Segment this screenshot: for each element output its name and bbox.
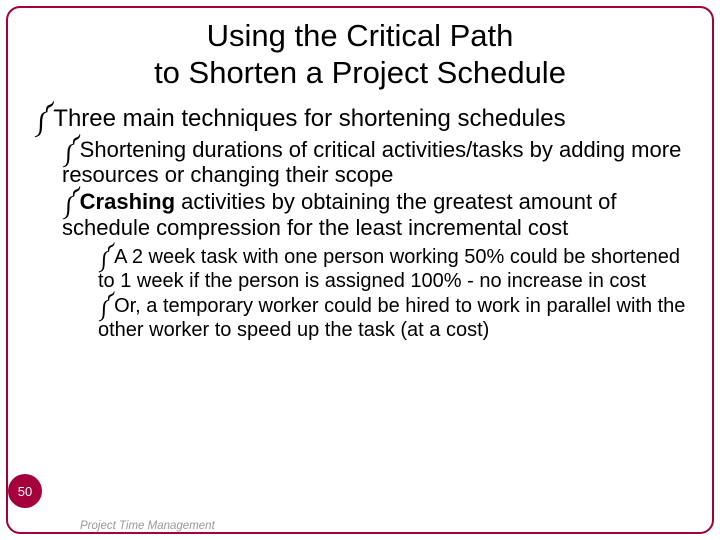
lvl2-1-rest: Shortening durations of critical activit… <box>62 137 681 187</box>
lvl3-2-text: Or, a temporary worker could be hired to… <box>98 295 685 341</box>
bullet-icon: ༼ <box>62 189 80 214</box>
bullet-lvl3-2: ༼Or, a temporary worker could be hired t… <box>98 295 686 342</box>
lvl2-2-bold: Crashing <box>80 189 175 214</box>
slide-title: Using the Critical Path to Shorten a Pro… <box>34 18 686 91</box>
bullet-lvl1: ༼Three main techniques for shortening sc… <box>34 105 686 133</box>
title-line1: Using the Critical Path <box>207 18 514 53</box>
slide-frame: Using the Critical Path to Shorten a Pro… <box>6 6 714 534</box>
bullet-lvl2-1: ༼Shortening durations of critical activi… <box>34 137 686 188</box>
page-number-badge: 50 <box>8 474 42 508</box>
bullet-icon: ༼ <box>62 137 80 162</box>
title-line2: to Shorten a Project Schedule <box>154 55 566 90</box>
bullet-lvl2-2: ༼Crashing activities by obtaining the gr… <box>34 189 686 240</box>
bullet-lvl3-1: ༼A 2 week task with one person working 5… <box>98 246 686 293</box>
slide: Using the Critical Path to Shorten a Pro… <box>0 0 720 540</box>
lvl3-group: ༼A 2 week task with one person working 5… <box>34 246 686 342</box>
bullet-icon: ༼ <box>34 105 53 132</box>
lvl3-1-text: A 2 week task with one person working 50… <box>98 246 680 292</box>
bullet-icon: ༼ <box>98 246 114 268</box>
page-number: 50 <box>18 484 32 499</box>
footer-text: Project Time Management <box>80 520 215 532</box>
lvl1-text: Three main techniques for shortening sch… <box>53 105 565 132</box>
bullet-icon: ༼ <box>98 295 114 317</box>
